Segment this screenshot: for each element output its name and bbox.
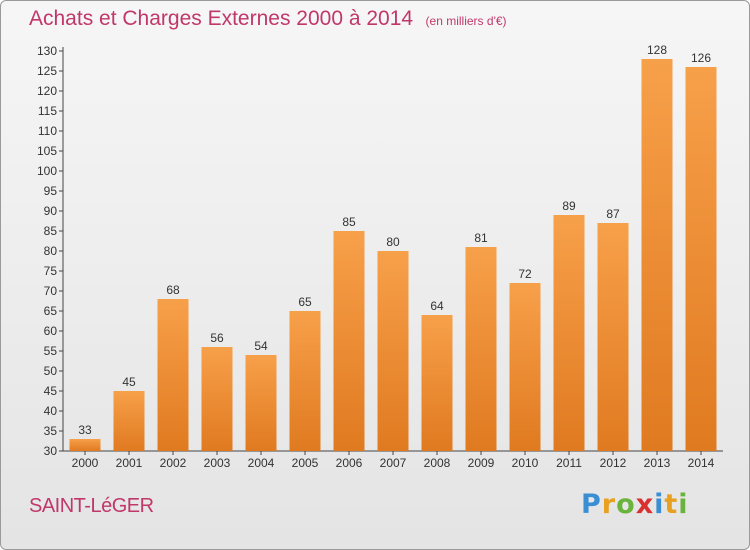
data-label: 126	[691, 51, 711, 65]
x-tick-label: 2006	[336, 456, 363, 470]
x-tick-label: 2010	[512, 456, 539, 470]
x-tick-label: 2005	[292, 456, 319, 470]
proxiti-logo: Proxiti	[581, 489, 689, 520]
y-tick-label: 50	[44, 364, 58, 378]
logo-letter: i	[654, 489, 665, 520]
data-label: 128	[647, 43, 667, 57]
y-tick-label: 115	[38, 104, 57, 118]
y-tick-label: 125	[37, 64, 57, 78]
bar-2010	[509, 283, 541, 451]
y-tick-label: 45	[44, 384, 58, 398]
bar-2000	[69, 439, 101, 451]
y-tick-label: 120	[37, 84, 57, 98]
bar-2002	[157, 299, 189, 451]
y-tick-label: 110	[38, 124, 57, 138]
y-tick-label: 100	[37, 164, 57, 178]
y-tick-label: 95	[44, 184, 58, 198]
data-labels: 33 45 68 56 54 65 85 80 64 81 72 89 87 128 126	[78, 43, 711, 437]
chart-title: Achats et Charges Externes 2000 à 2014	[29, 7, 414, 30]
x-tick-label: 2009	[468, 456, 495, 470]
bar-2006	[333, 231, 365, 451]
data-label: 80	[386, 235, 400, 249]
title-block: Achats et Charges Externes 2000 à 2014 (…	[29, 7, 507, 31]
logo-letter: r	[601, 489, 617, 520]
data-label: 81	[474, 231, 488, 245]
bars	[69, 59, 717, 451]
x-tick-label: 2002	[160, 456, 187, 470]
data-label: 87	[606, 207, 620, 221]
x-tick-label: 2013	[644, 456, 671, 470]
y-tick-label: 80	[44, 244, 58, 258]
x-tick-label: 2008	[424, 456, 451, 470]
data-label: 68	[166, 283, 180, 297]
data-label: 72	[518, 267, 532, 281]
logo-letter: P	[581, 489, 602, 520]
bar-2005	[289, 311, 321, 451]
y-tick-label: 130	[37, 44, 57, 58]
y-tick-label: 105	[37, 144, 57, 158]
y-tick-label: 65	[44, 304, 58, 318]
bar-2009	[465, 247, 497, 451]
x-tick-label: 2004	[248, 456, 275, 470]
bar-2012	[597, 223, 629, 451]
x-tick-label: 2003	[204, 456, 231, 470]
logo-letter: i	[678, 489, 689, 520]
y-tick-label: 60	[44, 324, 58, 338]
y-tick-label: 70	[44, 284, 58, 298]
y-tick-label: 85	[44, 224, 58, 238]
logo-letter: x	[635, 489, 655, 520]
data-label: 54	[254, 339, 268, 353]
y-tick-label: 90	[44, 204, 58, 218]
x-tick-label: 2014	[688, 456, 715, 470]
x-tick-label: 2012	[600, 456, 627, 470]
y-tick-label: 30	[44, 444, 58, 458]
x-tick-label: 2000	[72, 456, 99, 470]
bar-2008	[421, 315, 453, 451]
data-label: 56	[210, 331, 224, 345]
bar-2013	[641, 59, 673, 451]
bar-2007	[377, 251, 409, 451]
x-tick-label: 2011	[556, 456, 582, 470]
bar-2003	[201, 347, 233, 451]
data-label: 89	[562, 199, 576, 213]
y-tick-label: 40	[44, 404, 58, 418]
chart-unit-label: (en milliers d'€)	[425, 14, 507, 28]
data-label: 85	[342, 215, 356, 229]
commune-name: SAINT-LéGER	[29, 495, 154, 517]
data-label: 45	[122, 375, 136, 389]
y-tick-label: 35	[44, 424, 58, 438]
x-tick-label: 2001	[116, 456, 143, 470]
y-tick-label: 55	[44, 344, 58, 358]
y-tick-label: 75	[44, 264, 58, 278]
data-label: 65	[298, 295, 312, 309]
x-tick-label: 2007	[380, 456, 407, 470]
data-label: 64	[430, 299, 444, 313]
bar-2001	[113, 391, 145, 451]
logo-letter: o	[616, 489, 636, 520]
bar-2014	[685, 67, 717, 451]
logo-letter: t	[664, 489, 679, 520]
data-label: 33	[78, 423, 92, 437]
bar-2004	[245, 355, 277, 451]
bar-2011	[553, 215, 585, 451]
